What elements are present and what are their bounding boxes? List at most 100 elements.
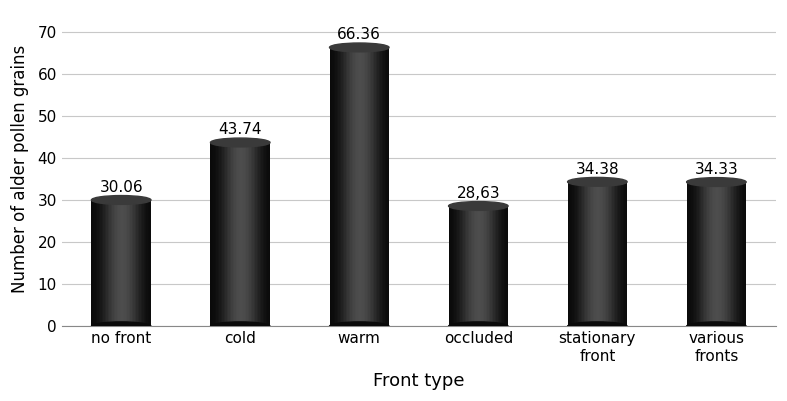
Bar: [264, 142, 266, 326]
Bar: [113, 200, 114, 326]
Bar: [136, 200, 138, 326]
Ellipse shape: [567, 322, 627, 331]
Bar: [487, 206, 489, 326]
Bar: [626, 182, 627, 326]
Bar: [235, 142, 236, 326]
Bar: [505, 206, 507, 326]
Bar: [216, 142, 218, 326]
Bar: [734, 182, 736, 326]
Bar: [220, 142, 221, 326]
Bar: [593, 182, 594, 326]
Bar: [380, 47, 382, 326]
Bar: [475, 206, 477, 326]
Bar: [357, 47, 358, 326]
Bar: [246, 142, 248, 326]
Bar: [499, 206, 501, 326]
Bar: [726, 182, 727, 326]
Bar: [693, 182, 694, 326]
Bar: [728, 182, 730, 326]
Bar: [120, 200, 121, 326]
Bar: [718, 182, 719, 326]
Bar: [260, 142, 261, 326]
Bar: [590, 182, 592, 326]
Ellipse shape: [686, 178, 746, 186]
Bar: [477, 206, 478, 326]
Bar: [486, 206, 487, 326]
Bar: [135, 200, 136, 326]
Bar: [382, 47, 383, 326]
Bar: [261, 142, 263, 326]
Bar: [102, 200, 103, 326]
Text: 34.38: 34.38: [575, 162, 619, 177]
Text: 30.06: 30.06: [99, 180, 143, 195]
Bar: [249, 142, 251, 326]
Bar: [242, 142, 243, 326]
Bar: [457, 206, 459, 326]
Bar: [731, 182, 733, 326]
Bar: [258, 142, 260, 326]
Bar: [694, 182, 696, 326]
Bar: [347, 47, 349, 326]
X-axis label: Front type: Front type: [373, 372, 464, 390]
Bar: [579, 182, 581, 326]
Bar: [148, 200, 150, 326]
Bar: [726, 182, 729, 326]
Bar: [98, 200, 99, 326]
Bar: [268, 142, 270, 326]
Bar: [111, 200, 113, 326]
Bar: [96, 200, 98, 326]
Bar: [103, 200, 105, 326]
Bar: [733, 182, 734, 326]
Bar: [364, 47, 365, 326]
Bar: [115, 200, 116, 326]
Bar: [686, 182, 688, 326]
Bar: [245, 142, 246, 326]
Bar: [696, 182, 697, 326]
Bar: [624, 182, 626, 326]
Bar: [334, 47, 335, 326]
Bar: [708, 182, 709, 326]
Bar: [612, 182, 614, 326]
Bar: [350, 47, 352, 326]
Bar: [250, 142, 253, 326]
Bar: [145, 200, 146, 326]
Bar: [367, 47, 368, 326]
Bar: [745, 182, 746, 326]
Bar: [713, 182, 715, 326]
Bar: [331, 47, 333, 326]
Bar: [221, 142, 223, 326]
Bar: [569, 182, 571, 326]
Bar: [502, 206, 504, 326]
Bar: [615, 182, 617, 326]
Ellipse shape: [330, 322, 389, 331]
Bar: [330, 47, 389, 326]
Bar: [236, 142, 238, 326]
Bar: [572, 182, 574, 326]
Bar: [360, 47, 361, 326]
Bar: [212, 142, 213, 326]
Bar: [589, 182, 590, 326]
Bar: [365, 47, 367, 326]
Bar: [741, 182, 742, 326]
Bar: [139, 200, 141, 326]
Bar: [699, 182, 700, 326]
Bar: [386, 47, 388, 326]
Bar: [722, 182, 724, 326]
Bar: [385, 47, 386, 326]
Bar: [609, 182, 611, 326]
Bar: [597, 182, 599, 326]
Bar: [453, 206, 455, 326]
Bar: [478, 206, 480, 326]
Bar: [375, 47, 377, 326]
Bar: [225, 142, 227, 326]
Bar: [582, 182, 584, 326]
Ellipse shape: [449, 322, 508, 331]
Bar: [507, 206, 508, 326]
Bar: [465, 206, 467, 326]
Bar: [460, 206, 462, 326]
Bar: [114, 200, 116, 326]
Bar: [335, 47, 337, 326]
Bar: [257, 142, 258, 326]
Bar: [469, 206, 471, 326]
Bar: [617, 182, 619, 326]
